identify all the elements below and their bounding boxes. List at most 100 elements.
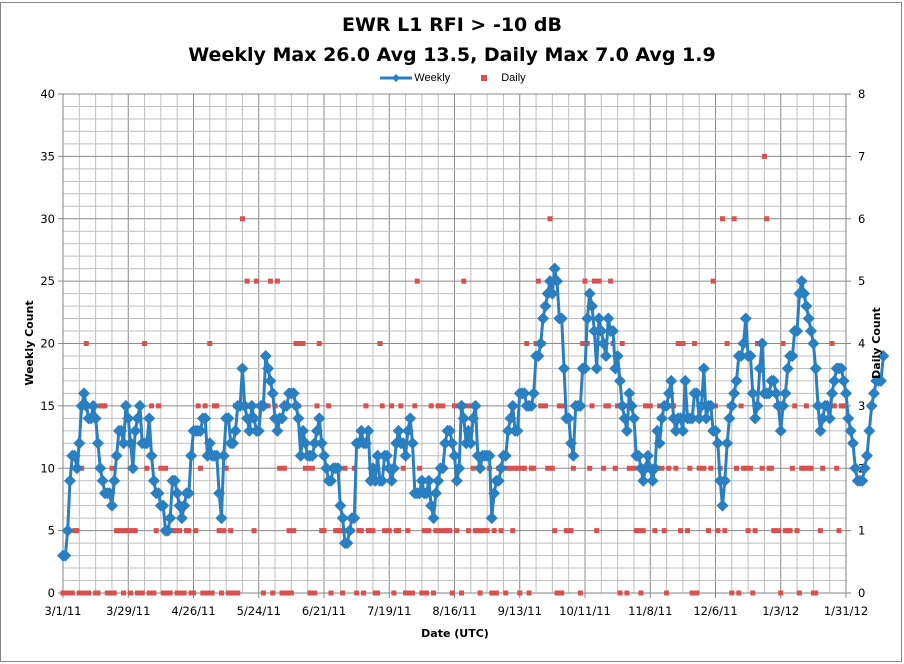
weekly-point: [194, 424, 207, 437]
weekly-point: [786, 349, 799, 362]
daily-point: [817, 528, 823, 534]
weekly-point: [735, 349, 748, 362]
weekly-point: [290, 399, 303, 412]
daily-point: [337, 528, 343, 534]
weekly-point: [611, 349, 624, 362]
weekly-point: [362, 424, 375, 437]
daily-point: [107, 590, 113, 596]
daily-point: [202, 403, 208, 409]
daily-point: [235, 590, 241, 596]
weekly-point: [625, 399, 638, 412]
daily-point: [139, 590, 145, 596]
y2-tick-label: 5: [858, 274, 865, 288]
weekly-point: [387, 462, 400, 475]
y2-tick-label: 1: [858, 524, 865, 538]
daily-point: [118, 528, 124, 534]
daily-point: [733, 465, 739, 471]
weekly-point: [800, 300, 813, 313]
weekly-point: [842, 412, 855, 425]
daily-point: [640, 528, 646, 534]
weekly-point: [821, 399, 834, 412]
daily-point: [477, 590, 483, 596]
weekly-point: [217, 449, 230, 462]
y-tick-label: 20: [40, 337, 55, 351]
daily-point: [596, 278, 602, 284]
daily-point: [547, 216, 553, 222]
weekly-point: [469, 399, 482, 412]
daily-point: [510, 528, 516, 534]
x-tick-label: 5/24/11: [237, 604, 281, 618]
daily-point: [580, 341, 586, 346]
daily-point: [193, 528, 199, 534]
x-tick-label: 9/13/11: [498, 604, 542, 618]
weekly-point: [110, 449, 123, 462]
daily-point: [587, 465, 593, 471]
daily-point: [710, 278, 716, 284]
daily-point: [685, 528, 691, 534]
weekly-point: [292, 412, 305, 425]
legend-daily-marker-icon: [481, 75, 488, 81]
axes: 05101520253035400123456783/1/113/29/114/…: [40, 87, 868, 618]
daily-point: [552, 528, 558, 534]
weekly-point: [140, 437, 153, 450]
daily-point: [484, 528, 490, 534]
daily-point: [121, 590, 127, 596]
weekly-point: [802, 312, 815, 325]
daily-point: [764, 216, 770, 222]
weekly-point: [359, 437, 372, 450]
daily-point: [624, 590, 630, 596]
weekly-point: [506, 399, 519, 412]
daily-point: [792, 403, 798, 409]
daily-point: [554, 590, 560, 596]
weekly-point: [618, 412, 631, 425]
daily-point: [808, 465, 814, 471]
daily-point: [181, 590, 187, 596]
weekly-point: [182, 487, 195, 500]
weekly-point: [865, 399, 878, 412]
weekly-point: [763, 387, 776, 400]
daily-point: [375, 590, 381, 596]
weekly-point: [548, 262, 561, 275]
weekly-point: [504, 412, 517, 425]
weekly-point: [89, 412, 102, 425]
weekly-point: [641, 449, 654, 462]
weekly-point: [215, 512, 228, 525]
daily-point: [542, 403, 548, 409]
y2-tick-label: 4: [858, 337, 865, 351]
weekly-point: [770, 387, 783, 400]
daily-point: [612, 465, 618, 471]
daily-point: [729, 590, 735, 596]
daily-point: [831, 403, 837, 409]
daily-point: [191, 590, 196, 596]
weekly-point: [103, 487, 116, 500]
daily-point: [128, 590, 134, 596]
weekly-point: [108, 474, 121, 487]
y-tick-label: 30: [40, 212, 55, 226]
daily-point: [102, 403, 108, 409]
y2-tick-label: 3: [858, 399, 865, 413]
weekly-point: [849, 462, 862, 475]
weekly-point: [105, 499, 118, 512]
weekly-point: [690, 387, 703, 400]
daily-point: [149, 403, 155, 409]
weekly-point: [124, 437, 137, 450]
daily-point: [230, 590, 236, 596]
weekly-point: [485, 512, 498, 525]
daily-point: [570, 465, 576, 471]
daily-point: [144, 465, 150, 471]
daily-point: [559, 590, 565, 596]
daily-point: [647, 403, 653, 409]
weekly-point: [453, 462, 466, 475]
legend-weekly-line-icon: [380, 74, 413, 82]
weekly-point: [427, 512, 440, 525]
daily-point: [300, 341, 306, 346]
daily-point: [216, 528, 222, 534]
daily-point: [221, 528, 227, 534]
weekly-point: [61, 524, 74, 537]
daily-point: [789, 465, 795, 471]
weekly-point: [609, 362, 622, 375]
weekly-point: [366, 462, 379, 475]
daily-point: [545, 465, 551, 471]
weekly-point: [467, 412, 480, 425]
